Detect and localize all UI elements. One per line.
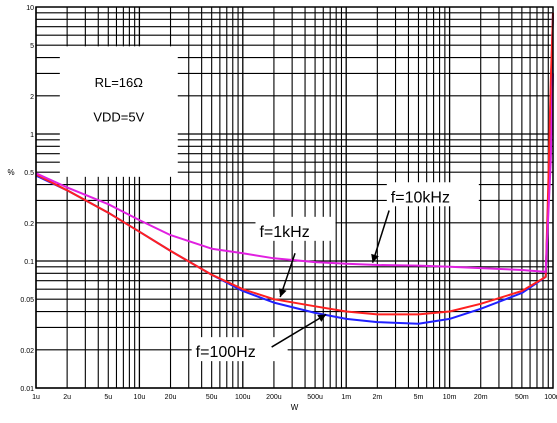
y-tick-label: 0.5 — [24, 170, 34, 177]
condition-rl: RL=16Ω — [95, 75, 144, 90]
x-tick-label: 5u — [104, 394, 112, 401]
x-tick-label: 1u — [32, 394, 40, 401]
x-tick-label: 10m — [443, 394, 457, 401]
conditions-box-bg — [59, 46, 178, 177]
annotation-10khz-label: f=10kHz — [391, 189, 450, 206]
series-f-10khz — [35, 73, 554, 273]
x-tick-labels: 1u 2u 5u 10u 20u 50u 100u 200u 500u 1m 2m 5m 10m 20m 5… — [32, 394, 557, 401]
annotation-100hz-arrowhead — [317, 314, 327, 322]
annotation-10khz-arrowhead — [371, 253, 379, 263]
annotation-100hz-arrow — [271, 313, 327, 348]
y-tick-label: 0.05 — [20, 297, 34, 304]
y-axis-label: % — [7, 168, 14, 177]
x-tick-label: 2u — [63, 394, 71, 401]
annotation-100hz-bg — [191, 337, 288, 362]
annotation-100hz-label: f=100Hz — [196, 344, 256, 361]
x-tick-label: 2m — [372, 394, 382, 401]
annotation-1khz: f=1kHz — [255, 216, 336, 298]
x-tick-label: 1m — [341, 394, 351, 401]
plot-frame — [35, 6, 554, 389]
annotation-1khz-bg — [255, 216, 336, 241]
x-tick-label: 100m — [544, 394, 557, 401]
annotation-100hz: f=100Hz — [191, 313, 327, 362]
x-tick-label: 5m — [414, 394, 424, 401]
series-group — [35, 12, 554, 325]
annotation-10khz: f=10kHz — [371, 182, 479, 263]
x-tick-label: 50u — [206, 394, 218, 401]
x-tick-label: 20u — [165, 394, 177, 401]
y-tick-label: 5 — [30, 43, 34, 50]
x-axis-label: W — [291, 403, 299, 412]
y-tick-label: 10 — [26, 5, 34, 12]
annotation-1khz-label: f=1kHz — [259, 224, 309, 241]
x-tick-label: 200u — [266, 394, 282, 401]
y-tick-label: 0.01 — [20, 386, 34, 393]
x-tick-label: 10u — [134, 394, 146, 401]
annotation-1khz-arrowhead — [278, 288, 287, 298]
conditions-box: RL=16Ω VDD=5V — [59, 46, 178, 177]
y-tick-label: 0.1 — [24, 259, 34, 266]
y-tick-labels: 0.01 0.02 0.05 0.1 0.2 0.5 1 2 5 10 — [20, 5, 34, 393]
annotation-10khz-bg — [386, 182, 479, 207]
x-tick-label: 500u — [307, 394, 323, 401]
x-tick-label: 100u — [235, 394, 251, 401]
y-tick-label: 2 — [30, 94, 34, 101]
annotation-10khz-arrow — [371, 210, 390, 263]
y-tick-label: 0.02 — [20, 348, 34, 355]
x-tick-label: 20m — [474, 394, 488, 401]
series-f-1khz — [35, 12, 554, 316]
y-tick-label: 0.2 — [24, 221, 34, 228]
condition-vdd: VDD=5V — [93, 110, 144, 125]
x-tick-label: 50m — [515, 394, 529, 401]
y-tick-label: 1 — [30, 132, 34, 139]
